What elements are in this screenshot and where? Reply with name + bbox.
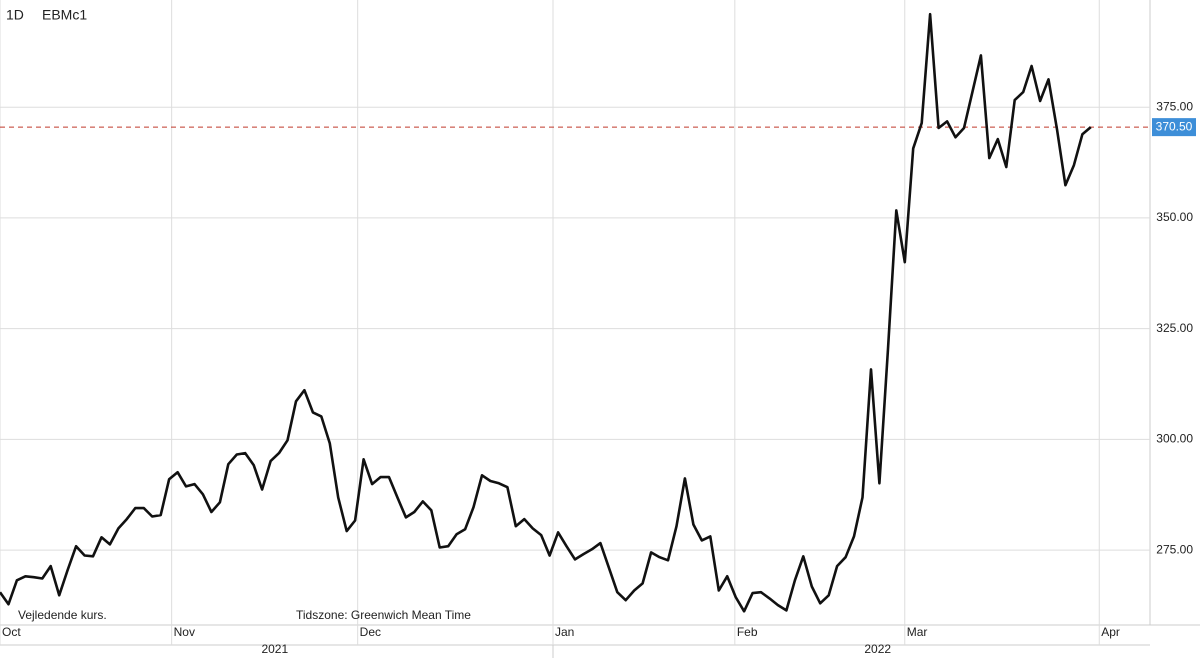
year-label: 2021 (261, 642, 288, 656)
timezone: Tidszone: Greenwich Mean Time (296, 608, 471, 622)
x-tick-label: Dec (360, 625, 381, 639)
x-tick-label: Oct (2, 625, 21, 639)
last-price-badge (1152, 118, 1196, 137)
x-tick-label: Jan (555, 625, 574, 639)
y-tick-label: 350.00 (1156, 210, 1193, 224)
price-line (0, 12, 1092, 613)
interval: 1D (6, 7, 24, 23)
year-label: 2022 (864, 642, 891, 656)
y-tick-label: 325.00 (1156, 321, 1193, 335)
y-tick-label: 300.00 (1156, 432, 1193, 446)
x-tick-label: Feb (737, 625, 758, 639)
x-tick-label: Mar (907, 625, 928, 639)
x-tick-label: Nov (174, 625, 195, 639)
footnote: Vejledende kurs. (18, 608, 107, 622)
y-tick-label: 375.00 (1156, 99, 1193, 113)
last-price-label: 370.50 (1156, 119, 1193, 133)
y-tick-label: 275.00 (1156, 542, 1193, 556)
symbol: EBMc1 (42, 7, 87, 23)
x-tick-label: Apr (1101, 625, 1120, 639)
